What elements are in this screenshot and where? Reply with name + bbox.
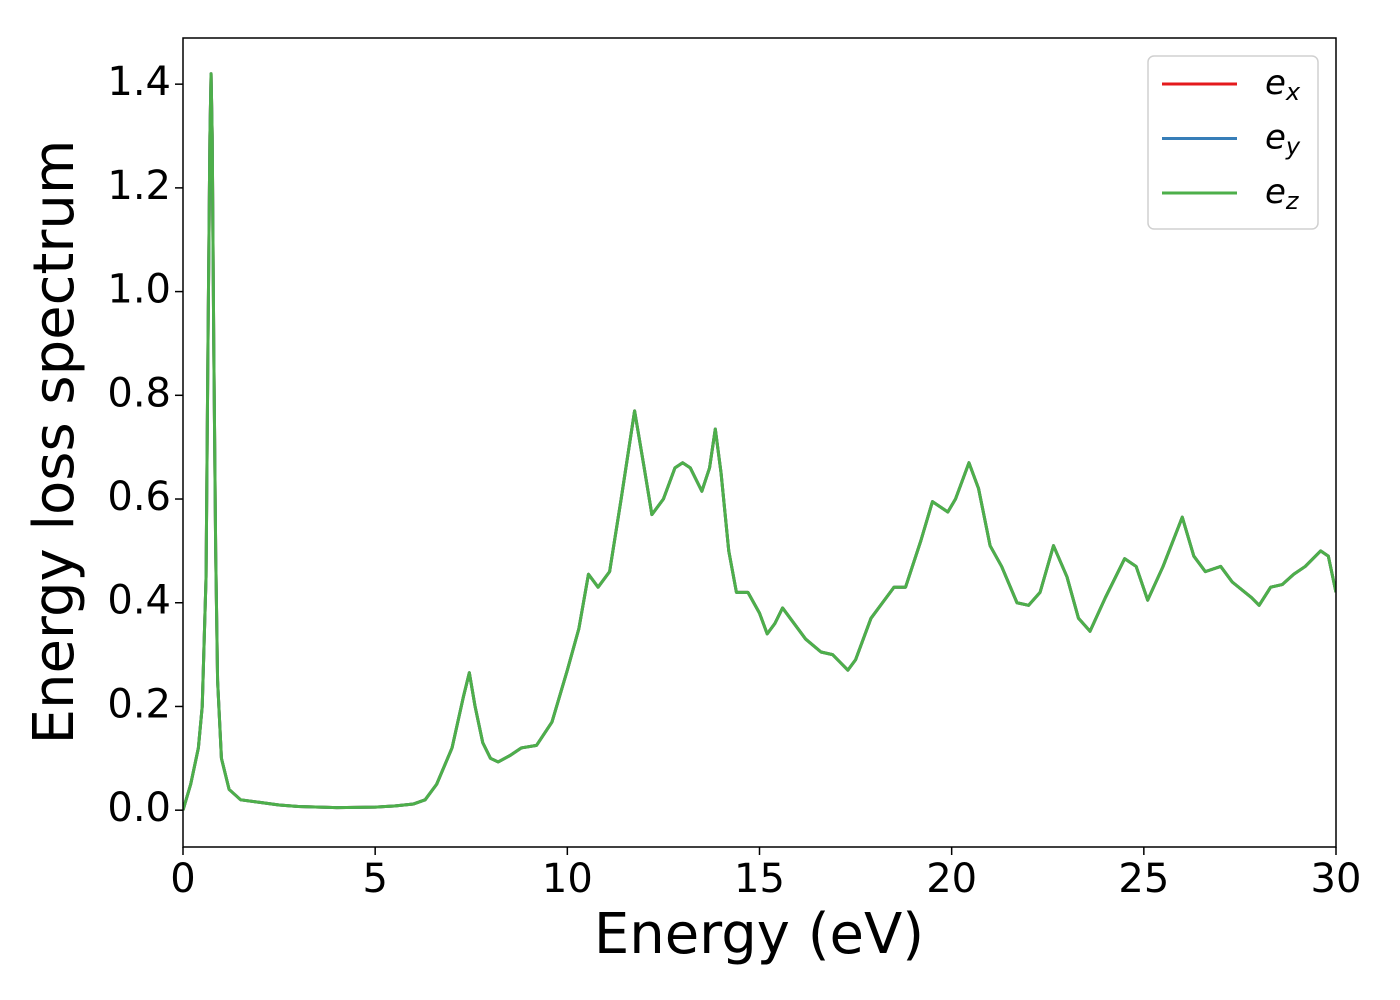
plot-frame bbox=[182, 37, 1337, 848]
x-tick-label: 30 bbox=[1311, 856, 1362, 902]
y-tick-label: 0.2 bbox=[107, 681, 171, 727]
plot-lines bbox=[183, 72, 1336, 811]
x-tick-label: 20 bbox=[926, 856, 977, 902]
y-tick-label: 1.4 bbox=[107, 59, 171, 105]
y-tick-label: 0.0 bbox=[107, 785, 171, 831]
y-tick-label: 1.0 bbox=[107, 267, 171, 313]
legend-label: ex bbox=[1265, 63, 1301, 107]
y-tick-label: 0.8 bbox=[107, 370, 171, 416]
x-tick-label: 5 bbox=[362, 856, 387, 902]
y-tick-label: 0.6 bbox=[107, 474, 171, 520]
x-tick-label: 10 bbox=[542, 856, 593, 902]
y-tick-label: 1.2 bbox=[107, 163, 171, 209]
legend-label: ez bbox=[1265, 172, 1300, 216]
y-axis-label: Energy loss spectrum bbox=[22, 140, 87, 745]
legend-box bbox=[1147, 55, 1319, 230]
x-tick-label: 0 bbox=[170, 856, 195, 902]
series-line bbox=[183, 72, 1336, 811]
y-tick-label: 0.4 bbox=[107, 578, 171, 624]
x-axis-label: Energy (eV) bbox=[594, 902, 924, 967]
legend-label: ey bbox=[1265, 117, 1301, 161]
x-tick-label: 25 bbox=[1118, 856, 1169, 902]
x-tick-label: 15 bbox=[734, 856, 785, 902]
